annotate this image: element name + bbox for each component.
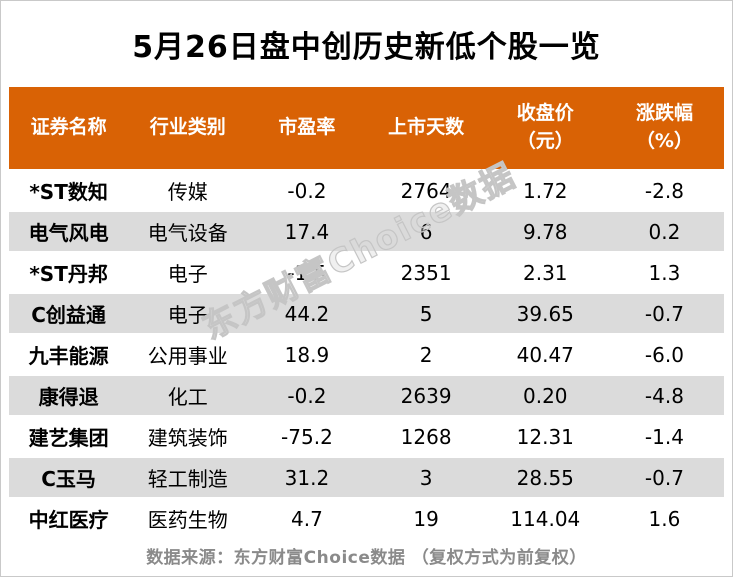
column-header: 证券名称	[9, 87, 128, 169]
value-cell: 6	[419, 219, 433, 244]
column-header: 涨跌幅 （%）	[605, 87, 724, 169]
security-name-cell: C创益通	[31, 303, 106, 327]
table-row: 建艺集团 建筑装饰 -75.2 1268 12.31 -1.4	[9, 415, 724, 456]
value-cell: -1.5	[287, 260, 327, 285]
value-cell: 轻工制造	[147, 467, 228, 491]
value-cell: 19	[413, 506, 439, 531]
table-row: C创益通 电子 44.2 5 39.65 -0.7	[9, 292, 724, 333]
column-header: 市盈率	[247, 87, 366, 169]
column-header: 上市天数	[367, 87, 486, 169]
page-title: 5月26日盘中创历史新低个股一览	[132, 30, 601, 65]
value-cell: 28.55	[516, 465, 574, 490]
column-header-line: 证券名称	[30, 116, 107, 139]
value-cell: -6.0	[644, 342, 684, 367]
value-cell: 电子	[167, 303, 208, 327]
value-cell: 医药生物	[147, 508, 228, 532]
value-cell: 2764	[400, 178, 452, 203]
table-row: C玉马 轻工制造 31.2 3 28.55 -0.7	[9, 456, 724, 497]
value-cell: 化工	[167, 385, 208, 409]
column-header-line: 行业类别	[149, 116, 226, 139]
security-name-cell: 中红医疗	[28, 508, 109, 532]
value-cell: 建筑装饰	[147, 426, 228, 450]
value-cell: -0.2	[287, 383, 327, 408]
value-cell: 3	[419, 465, 433, 490]
value-cell: 1268	[400, 424, 452, 449]
value-cell: -0.2	[287, 178, 327, 203]
security-name-cell: 建艺集团	[28, 426, 109, 450]
value-cell: 传媒	[167, 180, 208, 204]
column-header-line: 上市天数	[388, 116, 465, 139]
value-cell: 31.2	[284, 465, 330, 490]
column-header-line: 涨跌幅	[635, 102, 693, 125]
column-header: 行业类别	[128, 87, 247, 169]
value-cell: 44.2	[284, 301, 330, 326]
column-header: 收盘价 （元）	[486, 87, 605, 169]
value-cell: 17.4	[284, 219, 330, 244]
stock-table: 证券名称 行业类别 市盈率 上市天数 收盘价 （元） 涨跌幅 （%） *ST数知 传媒 -0.2 2…	[9, 87, 724, 538]
table-row: *ST丹邦 电子 -1.5 2351 2.31 1.3	[9, 251, 724, 292]
value-cell: 电气设备	[147, 221, 228, 245]
value-cell: -4.8	[644, 383, 684, 408]
security-name-cell: 康得退	[38, 385, 99, 409]
value-cell: 12.31	[516, 424, 574, 449]
table-row: 中红医疗 医药生物 4.7 19 114.04 1.6	[9, 497, 724, 538]
column-header-line: 收盘价	[516, 102, 574, 125]
table-row: *ST数知 传媒 -0.2 2764 1.72 -2.8	[9, 169, 724, 210]
value-cell: -75.2	[281, 424, 333, 449]
value-cell: 1.3	[648, 260, 681, 285]
security-name-cell: *ST数知	[29, 180, 108, 204]
value-cell: 2639	[400, 383, 452, 408]
value-cell: 5	[419, 301, 433, 326]
value-cell: -0.7	[644, 465, 684, 490]
table-body: *ST数知 传媒 -0.2 2764 1.72 -2.8 电气风电 电气设备 17.4 6 9.78…	[9, 169, 724, 538]
value-cell: -2.8	[644, 178, 684, 203]
table-row: 康得退 化工 -0.2 2639 0.20 -4.8	[9, 374, 724, 415]
value-cell: 9.78	[523, 219, 568, 244]
value-cell: 1.6	[648, 506, 681, 531]
value-cell: 电子	[167, 262, 208, 286]
value-cell: 2	[419, 342, 433, 367]
value-cell: 4.7	[291, 506, 323, 531]
table-row: 电气风电 电气设备 17.4 6 9.78 0.2	[9, 210, 724, 251]
value-cell: 40.47	[516, 342, 574, 367]
column-header-subline: （%）	[635, 130, 693, 152]
table-header-row: 证券名称 行业类别 市盈率 上市天数 收盘价 （元） 涨跌幅 （%）	[9, 87, 724, 169]
table-row: 九丰能源 公用事业 18.9 2 40.47 -6.0	[9, 333, 724, 374]
value-cell: 0.20	[523, 383, 568, 408]
value-cell: -1.4	[644, 424, 684, 449]
value-cell: -0.7	[644, 301, 684, 326]
value-cell: 0.2	[648, 219, 681, 244]
column-header-line: 市盈率	[278, 116, 336, 139]
value-cell: 2.31	[523, 260, 568, 285]
security-name-cell: C玉马	[41, 467, 96, 491]
value-cell: 18.9	[284, 342, 330, 367]
data-source-note: 数据来源：东方财富Choice数据 （复权方式为前复权）	[146, 548, 587, 568]
value-cell: 39.65	[516, 301, 574, 326]
security-name-cell: *ST丹邦	[29, 262, 108, 286]
column-header-subline: （元）	[516, 130, 574, 152]
value-cell: 公用事业	[147, 344, 228, 368]
value-cell: 1.72	[523, 178, 568, 203]
security-name-cell: 电气风电	[28, 221, 109, 245]
value-cell: 2351	[400, 260, 452, 285]
security-name-cell: 九丰能源	[28, 344, 109, 368]
value-cell: 114.04	[510, 506, 581, 531]
